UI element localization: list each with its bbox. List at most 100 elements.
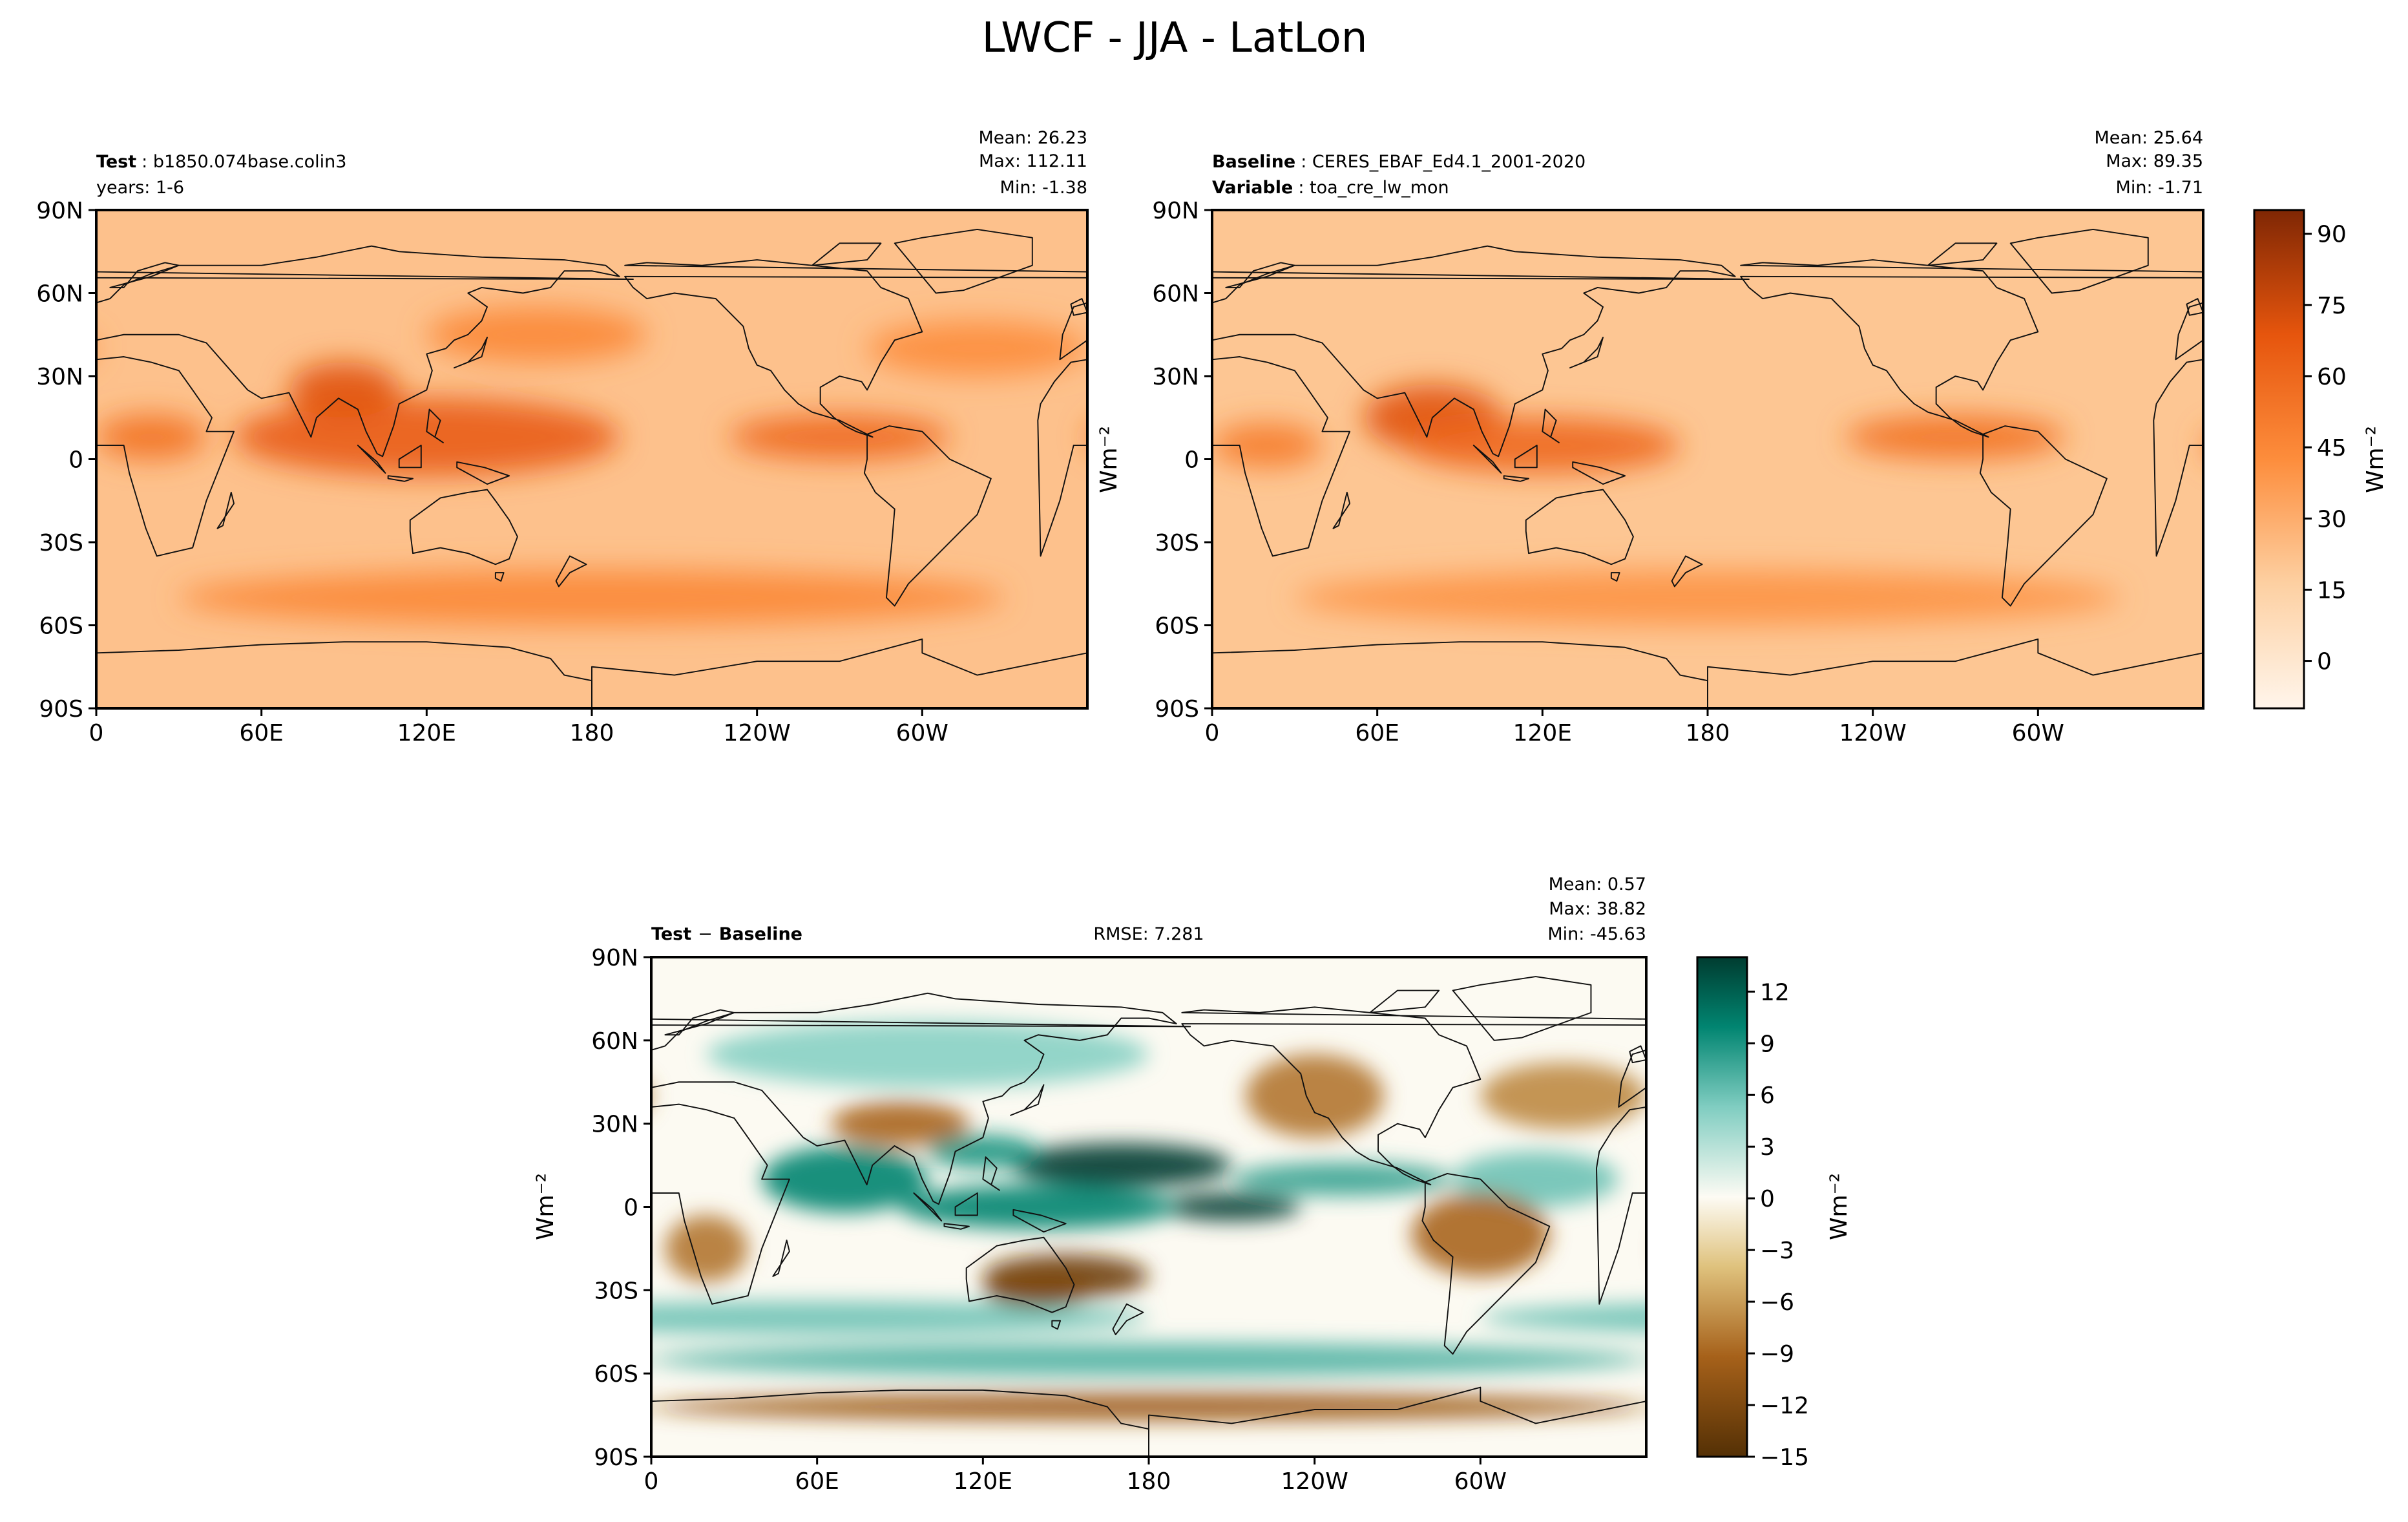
svg-text:Test−Baseline: Test − Baseline: [651, 924, 802, 944]
svg-text:Baseline: CERES_EBAF_Ed4.1_200: Baseline: CERES_EBAF_Ed4.1_2001-2020: [1212, 152, 1586, 172]
ytick-label: 30S: [39, 530, 83, 556]
field-feature-2: [729, 414, 950, 460]
field-feature-1: [1405, 417, 1680, 473]
field-feature-1: [289, 362, 399, 418]
diff-label-test: Test: [651, 924, 691, 944]
field-feature-1: [1162, 1193, 1301, 1221]
field-feature-6: [867, 321, 1087, 376]
field-feature-7: [0, 1343, 651, 1377]
field-feature-7: [651, 1342, 1646, 1377]
svg-text:Variable: toa_cre_lw_mon: Variable: toa_cre_lw_mon: [1212, 178, 1449, 198]
field-feature-16: [0, 1393, 651, 1421]
colorbar-tick-label: 15: [2317, 577, 2347, 604]
baseline-stat-min: Min: -1.71: [2116, 178, 2203, 198]
field-feature-0: [234, 398, 620, 476]
field-feature-4: [178, 569, 1005, 626]
colorbar-tick-label: 6: [1760, 1083, 1775, 1109]
field-feature-15: [1826, 1101, 1964, 1146]
xtick-label: 0: [89, 720, 104, 746]
field-feature-4: [1231, 1162, 1453, 1196]
field-feature-14: [1480, 1062, 1646, 1130]
xtick-label: 0: [1205, 720, 1220, 746]
test-stat-max: Max: 112.11: [979, 151, 1087, 171]
field-feature-9: [0, 1254, 154, 1299]
field-feature-10: [1978, 1274, 2088, 1307]
ytick-label: 30N: [1152, 364, 1199, 390]
ytick-label: 0: [623, 1195, 638, 1221]
xtick-label: 120W: [1839, 720, 1907, 746]
ytick-label: 30N: [591, 1112, 638, 1138]
field-feature-6: [651, 1301, 1149, 1335]
ytick-label: 90N: [36, 198, 83, 224]
ytick-label: 90S: [1155, 696, 1199, 723]
panel-baseline: Baseline: CERES_EBAF_Ed4.1_2001-2020 Var…: [1096, 128, 2389, 746]
field-feature-4: [1294, 569, 2121, 626]
xtick-label: 180: [570, 720, 614, 746]
colorbar-tick-label: 0: [2317, 649, 2332, 675]
test-stat-mean: Mean: 26.23: [978, 128, 1087, 148]
ytick-label: 90S: [39, 696, 83, 723]
ytick-label: 60N: [36, 281, 83, 308]
variable-label-text: toa_cre_lw_mon: [1310, 178, 1449, 198]
colorbar-tick-label: 12: [1760, 979, 1790, 1006]
ytick-label: 60S: [39, 613, 83, 640]
test-sub-label: years: 1-6: [96, 178, 184, 198]
xtick-label: 120E: [954, 1468, 1012, 1495]
test-label-text: b1850.074base.colin3: [153, 152, 347, 172]
diff-label-minus: −: [698, 924, 713, 944]
baseline-label-text: CERES_EBAF_Ed4.1_2001-2020: [1312, 152, 1586, 172]
field-feature-6: [0, 1302, 154, 1335]
diff-rmse: RMSE: 7.281: [1093, 924, 1204, 944]
field-feature-17: [927, 1134, 1038, 1168]
baseline-label-bold: Baseline: [1212, 152, 1295, 172]
field-feature-17: [0, 1135, 43, 1168]
ytick-label: 30N: [36, 364, 83, 390]
baseline-stat-mean: Mean: 25.64: [2094, 128, 2203, 148]
colorbar-tick-label: 3: [1760, 1134, 1775, 1161]
diff-stat-min: Min: -45.63: [1547, 924, 1646, 944]
field-feature-17: [1923, 1135, 2033, 1168]
field-background: [96, 210, 1087, 708]
svg-text:Test: b1850.074base.colin3: Test: b1850.074base.colin3: [96, 152, 346, 172]
diff-stat-max: Max: 38.82: [1549, 899, 1646, 919]
xtick-label: 60E: [1355, 720, 1399, 746]
field-feature-10: [983, 1273, 1094, 1307]
ytick-label: 30S: [1155, 530, 1199, 556]
field-feature-10: [0, 1274, 98, 1307]
field-feature-1: [2157, 1193, 2296, 1221]
xtick-label: 120W: [724, 720, 791, 746]
field-feature-13: [251, 1054, 389, 1137]
colorbar-tick-label: 0: [1760, 1186, 1775, 1212]
difference-colorbar-label: Wm⁻²: [1826, 1173, 1852, 1240]
diff-label-baseline: Baseline: [719, 924, 802, 944]
difference-colorbar: [1696, 956, 1748, 1458]
field-feature-4: [2226, 1163, 2408, 1196]
baseline-colorbar-label: Wm⁻²: [2362, 426, 2389, 493]
xtick-label: 120E: [397, 720, 456, 746]
ytick-label: 0: [68, 447, 83, 474]
colorbar-tick-label: 60: [2317, 364, 2347, 390]
ytick-label: 60N: [591, 1028, 638, 1055]
ytick-label: 30S: [594, 1278, 638, 1304]
xtick-label: 60W: [896, 720, 948, 746]
xtick-label: 60W: [1454, 1468, 1507, 1495]
field-feature-15: [831, 1101, 969, 1147]
colorbar-tick-label: 45: [2317, 435, 2347, 461]
field-feature-9: [1978, 1254, 2144, 1299]
xtick-label: 120E: [1513, 720, 1572, 746]
baseline-field: [1212, 210, 2203, 708]
xtick-label: 120W: [1281, 1468, 1348, 1495]
field-feature-11: [665, 1215, 748, 1282]
field-feature-8: [0, 1021, 154, 1088]
test-label-bold: Test: [96, 152, 136, 172]
xtick-label: 60E: [239, 720, 284, 746]
colorbar-tick-label: −12: [1760, 1393, 1809, 1419]
test-stat-min: Min: -1.38: [1000, 178, 1087, 198]
diff-ylabel: Wm⁻²: [532, 1173, 559, 1240]
colorbar-tick-label: 75: [2317, 293, 2347, 319]
colorbar-tick-label: −6: [1760, 1289, 1794, 1316]
field-feature-3: [762, 1146, 928, 1213]
field-feature-4: [236, 1163, 457, 1196]
xtick-label: 0: [644, 1468, 659, 1495]
